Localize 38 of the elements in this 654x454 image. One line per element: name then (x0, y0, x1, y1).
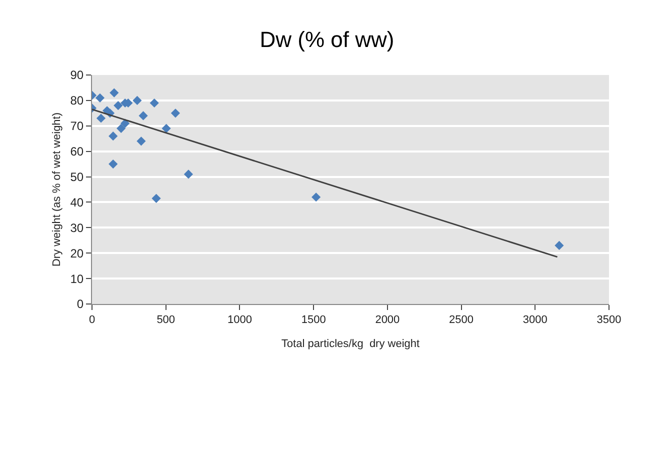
y-axis-title: Dry weight (as % of wet weight) (51, 112, 63, 267)
point (116, 124, 126, 133)
point (132, 96, 142, 105)
y-tick-label: 90 (70, 68, 84, 82)
y-tick-label: 60 (70, 144, 84, 159)
point (108, 160, 118, 169)
x-tick-label: 3000 (522, 314, 548, 326)
y-tick-label: 70 (70, 119, 84, 134)
point (184, 170, 194, 179)
y-tick-label: 50 (70, 170, 84, 184)
x-tick-label: 2000 (375, 314, 400, 326)
x-axis-title: Total particles/kg dry weight (281, 338, 420, 350)
x-tick-label: 1500 (301, 314, 326, 326)
point (138, 111, 148, 120)
chart-title: Dw (% of ww) (260, 27, 394, 52)
x-tick-label: 1000 (227, 314, 252, 326)
x-tick-label: 3500 (596, 314, 622, 326)
y-tick-label: 20 (70, 246, 84, 260)
point (108, 132, 118, 141)
y-tick-label: 10 (70, 272, 84, 286)
y-tick-label: 80 (70, 94, 84, 108)
y-tick-label: 30 (70, 220, 84, 235)
point (110, 88, 119, 98)
x-tick-label: 0 (88, 314, 96, 326)
point (170, 108, 180, 118)
point (152, 194, 161, 203)
x-tick-label: 2500 (449, 314, 474, 326)
point (96, 114, 106, 123)
point (150, 98, 159, 108)
y-tick-label: 0 (76, 297, 84, 312)
point (114, 100, 123, 110)
x-tick-label: 500 (156, 314, 176, 326)
point (312, 192, 321, 202)
point (554, 240, 564, 250)
point (95, 93, 105, 102)
point (136, 136, 146, 146)
point (162, 124, 171, 133)
y-tick-label: 40 (70, 195, 84, 210)
